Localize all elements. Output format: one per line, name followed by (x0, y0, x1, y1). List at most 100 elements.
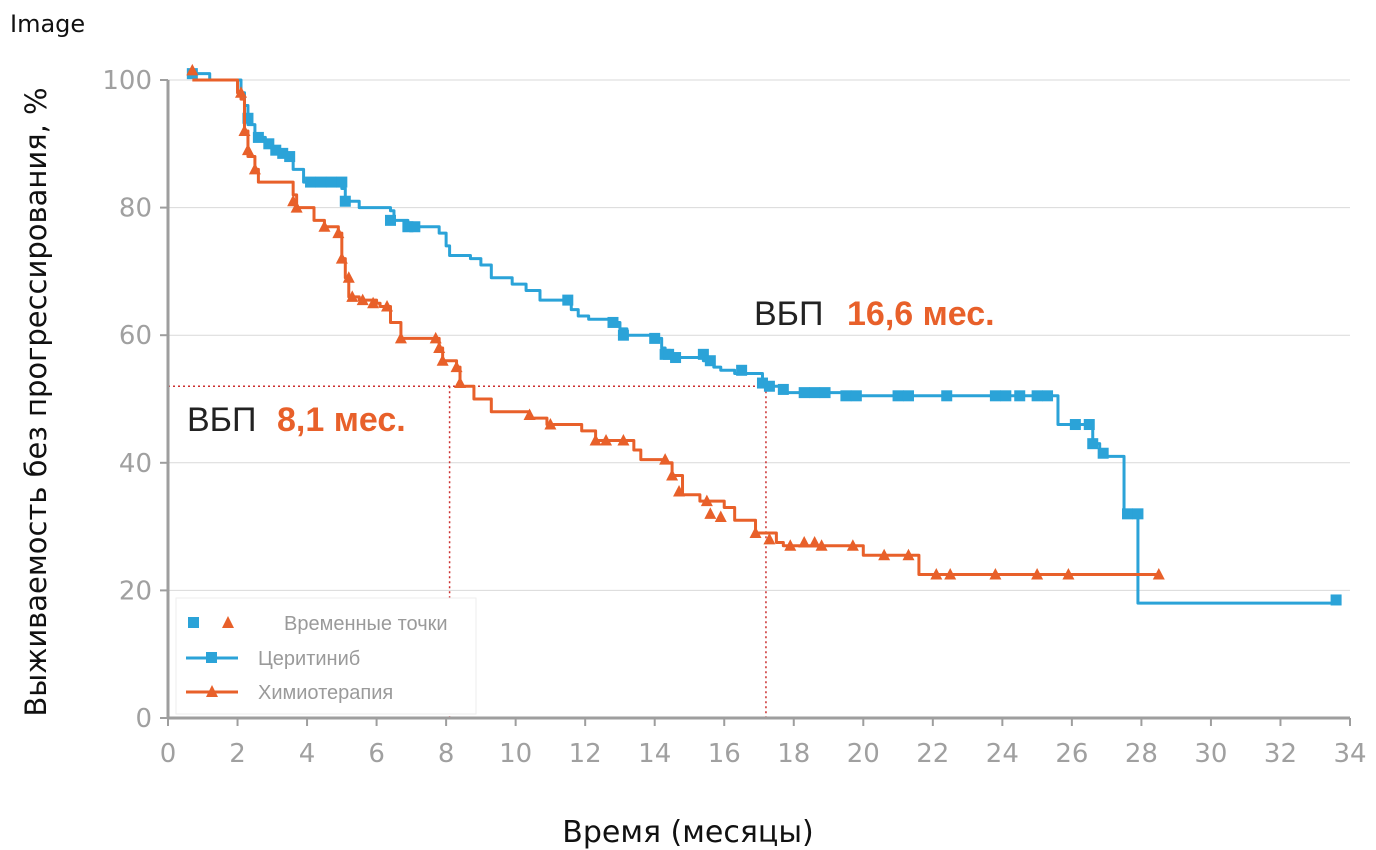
data-point (1083, 419, 1095, 431)
annotation-value: 16,6 мес. (847, 295, 995, 333)
data-point (248, 162, 261, 175)
x-tick-label: 28 (1125, 739, 1158, 769)
y-tick-label: 60 (119, 321, 152, 351)
data-point (670, 352, 682, 364)
legend-marker-square-icon (188, 617, 199, 628)
data-point (878, 548, 891, 561)
data-point (989, 390, 1001, 402)
data-point (673, 485, 686, 497)
y-tick-label: 40 (119, 449, 152, 479)
data-point (815, 539, 828, 551)
data-point (902, 390, 914, 402)
series-line (192, 78, 1159, 576)
data-point (892, 390, 904, 402)
data-point (1031, 390, 1043, 402)
data-point (315, 176, 327, 188)
data-point (763, 380, 775, 392)
data-point (607, 316, 619, 328)
data-point (562, 294, 574, 306)
data-point (339, 195, 351, 207)
data-point (777, 383, 789, 395)
tick-labels: 0 2 4 6 8 10 12 14 16 18 20 22 24 26 28 30 32 34020406080… (102, 66, 1366, 769)
data-point (342, 271, 355, 283)
annotation-prefix: ВБП (187, 401, 256, 439)
data-point (1087, 438, 1099, 450)
x-tick-label: 14 (638, 739, 671, 769)
x-tick-label: 4 (299, 739, 316, 769)
x-tick-label: 20 (847, 739, 880, 769)
data-point (263, 138, 275, 150)
data-point (336, 176, 348, 188)
data-point (700, 494, 713, 507)
data-point (270, 144, 282, 156)
data-point (544, 418, 557, 430)
data-point (238, 124, 251, 137)
axes (160, 79, 1351, 726)
data-point (409, 221, 421, 233)
data-point (704, 355, 716, 367)
data-point (659, 453, 672, 465)
annotation-prefix: ВБП (754, 295, 823, 333)
data-point (1042, 390, 1054, 402)
legend-chemo-triangle-icon (206, 685, 218, 697)
data-point (523, 408, 536, 420)
data-point (402, 221, 414, 233)
data-point (756, 377, 768, 389)
data-point (902, 548, 915, 561)
series-chemotherapy (186, 63, 1165, 580)
data-point (930, 567, 943, 580)
data-point (809, 387, 821, 399)
data-point (941, 390, 953, 402)
data-point (242, 112, 254, 124)
data-point (663, 348, 675, 360)
data-point (290, 201, 303, 213)
data-point (394, 331, 407, 344)
data-point (784, 539, 797, 551)
data-point (1152, 567, 1165, 580)
data-point (429, 331, 442, 344)
y-tick-label: 80 (119, 194, 152, 224)
data-point (819, 387, 831, 399)
data-point (1122, 508, 1134, 520)
y-axis-label: Выживаемость без прогрессирования, % (19, 87, 53, 716)
data-point (697, 348, 709, 360)
data-point (436, 354, 449, 366)
data-point (736, 364, 748, 376)
data-point (325, 176, 337, 188)
data-point (1132, 508, 1144, 520)
x-tick-label: 34 (1333, 739, 1366, 769)
data-point (944, 567, 957, 580)
data-point (332, 226, 345, 239)
data-point (666, 469, 679, 481)
data-point (1031, 567, 1044, 580)
legend-item-ceritinib: Церитиниб (258, 648, 360, 670)
data-point (381, 299, 394, 312)
data-point (367, 296, 380, 309)
grid-lines (168, 79, 1350, 591)
x-tick-label: 0 (160, 739, 177, 769)
series-line (192, 72, 1337, 605)
data-point (1330, 594, 1342, 606)
y-tick-label: 20 (119, 576, 152, 606)
series-ceritinib (186, 68, 1342, 606)
y-tick-label: 100 (102, 66, 152, 96)
legend-marker-triangle-icon (222, 616, 234, 628)
legend-markers-label: Временные точки (284, 613, 448, 635)
data-point (252, 131, 264, 143)
data-point (450, 360, 463, 373)
data-point (1014, 390, 1026, 402)
data-point (714, 510, 727, 523)
data-point (454, 376, 467, 389)
data-point (617, 433, 630, 446)
x-tick-label: 10 (499, 739, 532, 769)
data-point (384, 214, 396, 226)
data-point (798, 387, 810, 399)
data-point (846, 539, 859, 551)
x-tick-label: 6 (368, 739, 385, 769)
legend-item-chemotherapy: Химиотерапия (258, 682, 393, 704)
data-point (305, 176, 317, 188)
series-layer (186, 63, 1342, 606)
data-point (1097, 447, 1109, 459)
legend-box (175, 597, 477, 715)
